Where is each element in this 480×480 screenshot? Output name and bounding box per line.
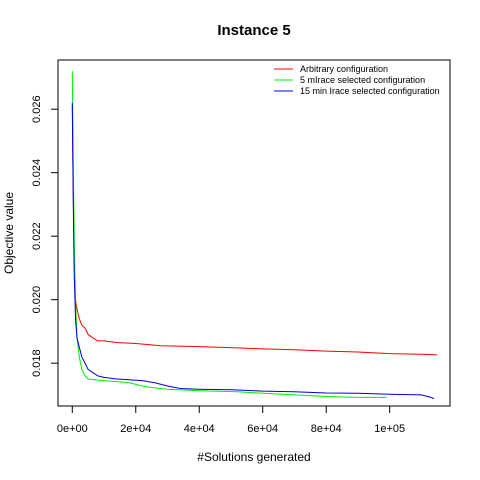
- x-tick-label: 4e+04: [184, 423, 215, 435]
- legend-label-2: 5 mIrace selected configuration: [300, 75, 425, 85]
- y-tick-label: 0.022: [31, 222, 43, 250]
- y-tick-label: 0.026: [31, 95, 43, 123]
- plot-area: [71, 71, 438, 400]
- series-line-1: [71, 105, 438, 356]
- y-axis: 0.018 0.020 0.022 0.024 0.026: [31, 95, 59, 377]
- x-tick-label: 1e+05: [374, 423, 405, 435]
- y-tick-label: 0.018: [31, 349, 43, 377]
- x-tick-label: 6e+04: [247, 423, 278, 435]
- x-tick-label: 8e+04: [311, 423, 342, 435]
- legend-label-1: Arbitrary configuration: [300, 64, 388, 74]
- y-tick-label: 0.020: [31, 286, 43, 314]
- legend-label-3: 15 min Irace selected configuration: [300, 86, 440, 96]
- x-tick-label: 2e+04: [120, 423, 151, 435]
- x-tick-label: 0e+00: [57, 423, 88, 435]
- x-axis: 0e+00 2e+04 4e+04 6e+04 8e+04 1e+05: [57, 405, 405, 435]
- chart-title: Instance 5: [217, 22, 290, 39]
- x-axis-label: #Solutions generated: [197, 450, 310, 464]
- y-tick-label: 0.024: [31, 159, 43, 187]
- series-line-3: [71, 102, 435, 400]
- y-axis-label: Objective value: [2, 192, 16, 274]
